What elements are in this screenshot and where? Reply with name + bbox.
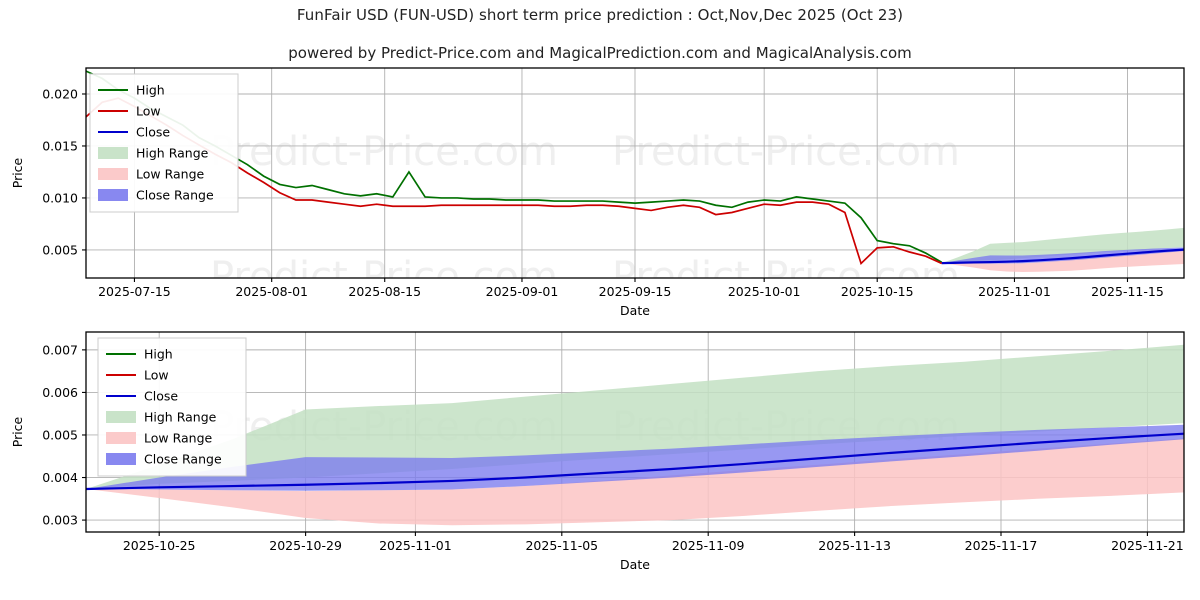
legend-item-low-range[interactable]: Low Range — [106, 431, 213, 446]
watermark-text: Predict-Price.com — [612, 254, 960, 300]
legend-label: Low Range — [136, 167, 205, 182]
x-axis-title: Date — [620, 303, 650, 318]
x-tick-label: 2025-11-05 — [525, 538, 598, 553]
legend-item-close-range[interactable]: Close Range — [106, 452, 222, 467]
legend-band-swatch — [106, 411, 136, 423]
y-tick-label: 0.003 — [42, 513, 78, 528]
x-tick-label: 2025-07-15 — [98, 284, 171, 299]
x-axis-title: Date — [620, 557, 650, 572]
legend-label: High Range — [144, 410, 217, 425]
page-title: FunFair USD (FUN-USD) short term price p… — [296, 6, 904, 24]
legend-item-low[interactable]: Low — [106, 368, 169, 383]
legend-band-swatch — [106, 432, 136, 444]
x-tick-label: 2025-10-15 — [841, 284, 914, 299]
legend-label: Close Range — [136, 188, 214, 203]
legend-band-swatch — [98, 147, 128, 159]
y-tick-label: 0.015 — [42, 138, 78, 153]
axes: 0.005 0.010 0.015 0.020 2025-07-15 2025-08-01… — [10, 67, 1185, 318]
close-range-band — [941, 247, 1184, 264]
x-tick-label: 2025-10-01 — [728, 284, 801, 299]
y-tick-label: 0.005 — [42, 242, 78, 257]
legend-label: Close — [144, 389, 178, 404]
legend-item-close[interactable]: Close — [98, 125, 170, 140]
legend-item-low[interactable]: Low — [98, 104, 161, 119]
legend-label: High — [136, 83, 165, 98]
x-tick-label: 2025-11-13 — [818, 538, 891, 553]
chart-legend: High Low Close High Range Low Range Close Ran… — [97, 337, 247, 477]
legend-item-low-range[interactable]: Low Range — [98, 167, 205, 182]
legend-band-swatch — [98, 189, 128, 201]
y-tick-label: 0.010 — [42, 190, 78, 205]
y-tick-label: 0.007 — [42, 342, 78, 357]
close-line — [86, 432, 1184, 491]
x-tick-label: 2025-11-09 — [672, 538, 745, 553]
x-tick-label: 2025-11-17 — [965, 538, 1038, 553]
legend-label: Low — [136, 104, 161, 119]
legend-band-swatch — [98, 168, 128, 180]
legend-item-high-range[interactable]: High Range — [106, 410, 217, 425]
overview-chart: Predict-Price.com Predict-Price.com Predic… — [10, 67, 1185, 318]
data-layer — [86, 344, 1184, 526]
x-tick-label: 2025-09-15 — [599, 284, 672, 299]
legend-item-high[interactable]: High — [98, 83, 165, 98]
x-tick-label: 2025-11-15 — [1091, 284, 1164, 299]
y-tick-label: 0.004 — [42, 470, 78, 485]
x-tick-label: 2025-10-25 — [123, 538, 196, 553]
close-line — [941, 248, 1184, 265]
y-tick-label: 0.020 — [42, 86, 78, 101]
watermark-group: Predict-Price.com Predict-Price.com Predic… — [210, 129, 960, 300]
x-tick-label: 2025-08-15 — [348, 284, 421, 299]
x-tick-label: 2025-08-01 — [235, 284, 308, 299]
watermark-text: Predict-Price.com — [210, 129, 558, 175]
legend-label: Low Range — [144, 431, 213, 446]
y-axis-title: Price — [10, 157, 25, 188]
watermark-text: Predict-Price.com — [612, 129, 960, 175]
x-tick-label: 2025-10-29 — [269, 538, 342, 553]
y-tick-label: 0.006 — [42, 385, 78, 400]
watermark-text: Predict-Price.com — [210, 254, 558, 300]
legend-band-swatch — [106, 453, 136, 465]
axes: 0.003 0.004 0.005 0.006 0.007 2025-10-25 2025-… — [10, 331, 1185, 572]
legend-label: Low — [144, 368, 169, 383]
y-axis-title: Price — [10, 416, 25, 447]
legend-item-high[interactable]: High — [106, 347, 173, 362]
chart-legend: High Low Close High Range Low Range Close Ran… — [89, 73, 239, 213]
page-subtitle: powered by Predict-Price.com and Magical… — [288, 44, 912, 62]
x-tick-label: 2025-11-01 — [978, 284, 1051, 299]
legend-item-high-range[interactable]: High Range — [98, 146, 209, 161]
legend-label: High Range — [136, 146, 209, 161]
close-range-band — [86, 424, 1184, 491]
legend-label: High — [144, 347, 173, 362]
high-range-band — [86, 344, 1184, 490]
legend-label: Close — [136, 125, 170, 140]
x-tick-label: 2025-09-01 — [486, 284, 559, 299]
detail-chart: Predict-Price.comPredict-Price.com0.0030… — [10, 331, 1185, 572]
x-tick-label: 2025-11-21 — [1111, 538, 1184, 553]
legend-item-close-range[interactable]: Close Range — [98, 188, 214, 203]
high-range-band — [941, 227, 1184, 264]
legend-item-close[interactable]: Close — [106, 389, 178, 404]
axis-frame — [85, 331, 1185, 533]
x-tick-label: 2025-11-01 — [379, 538, 452, 553]
y-tick-label: 0.005 — [42, 427, 78, 442]
legend-label: Close Range — [144, 452, 222, 467]
